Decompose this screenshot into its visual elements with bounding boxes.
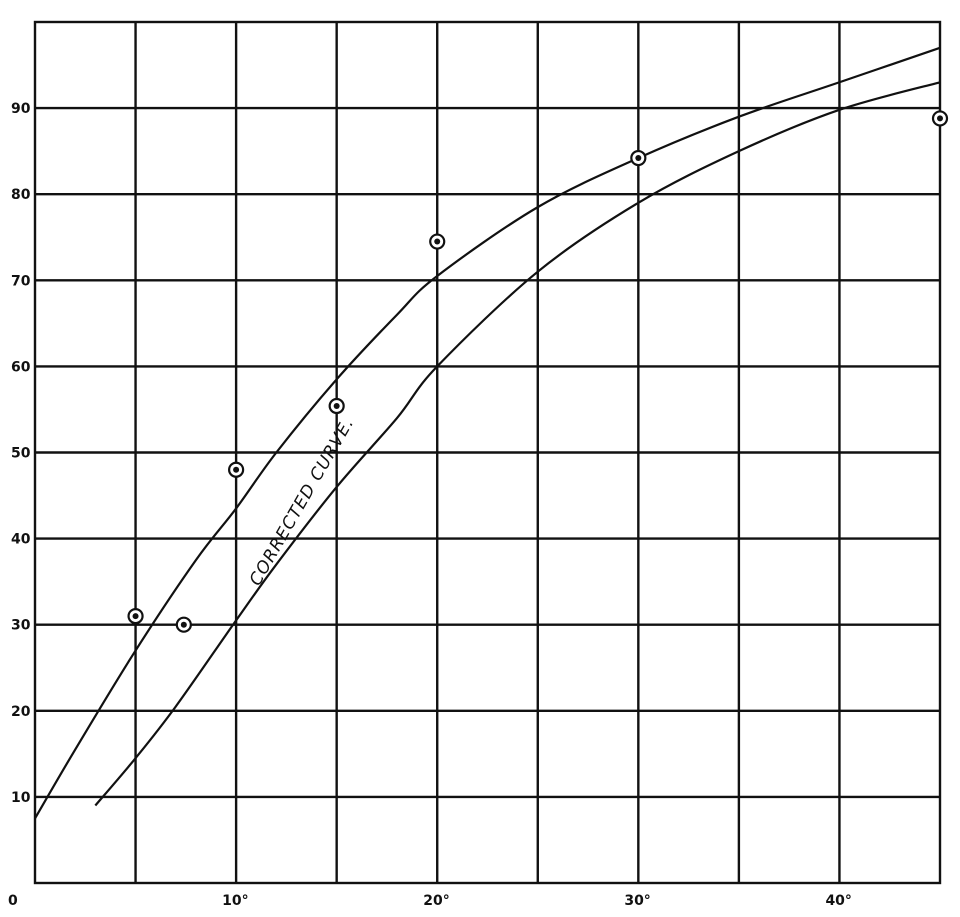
y-tick-label: 30 — [11, 618, 31, 634]
tick-labels: 10 20 30 40 50 60 70 80 90 0 10° 20° 30° 40° — [8, 101, 852, 909]
data-point-dot — [434, 238, 441, 245]
data-point — [228, 461, 245, 478]
observed-curve-line — [34, 46, 941, 819]
data-point — [931, 110, 949, 127]
data-point — [630, 149, 647, 167]
data-point-dot — [233, 466, 240, 473]
data-point-dot — [180, 621, 187, 628]
corrected-curve-label: CORRECTED CURVE. — [246, 414, 359, 589]
y-tick-label: 90 — [11, 101, 31, 117]
y-tick-label: 20 — [11, 704, 31, 720]
y-tick-label: 70 — [11, 273, 31, 289]
corrected-curve-line — [94, 81, 941, 807]
data-point — [429, 233, 446, 250]
curves — [34, 46, 941, 819]
x-tick-label: 20° — [423, 893, 449, 909]
y-tick-label: 60 — [11, 359, 31, 375]
x-tick-label: 40° — [825, 893, 851, 909]
data-point — [175, 616, 192, 633]
y-tick-label: 10 — [11, 790, 31, 806]
x-tick-label: 0 — [8, 893, 18, 909]
data-point-dot — [937, 115, 943, 122]
data-point — [328, 397, 345, 415]
x-tick-label: 10° — [222, 893, 248, 909]
y-tick-label: 40 — [11, 532, 31, 548]
y-tick-label: 50 — [11, 446, 31, 462]
data-point — [127, 607, 144, 625]
data-point-dot — [132, 613, 139, 620]
data-point-dot — [635, 155, 642, 162]
grid — [33, 20, 942, 885]
data-points — [127, 110, 949, 633]
x-tick-label: 30° — [624, 893, 650, 909]
annotations: CORRECTED CURVE. — [246, 414, 359, 589]
y-tick-label: 80 — [11, 187, 31, 203]
data-point-dot — [333, 403, 340, 410]
